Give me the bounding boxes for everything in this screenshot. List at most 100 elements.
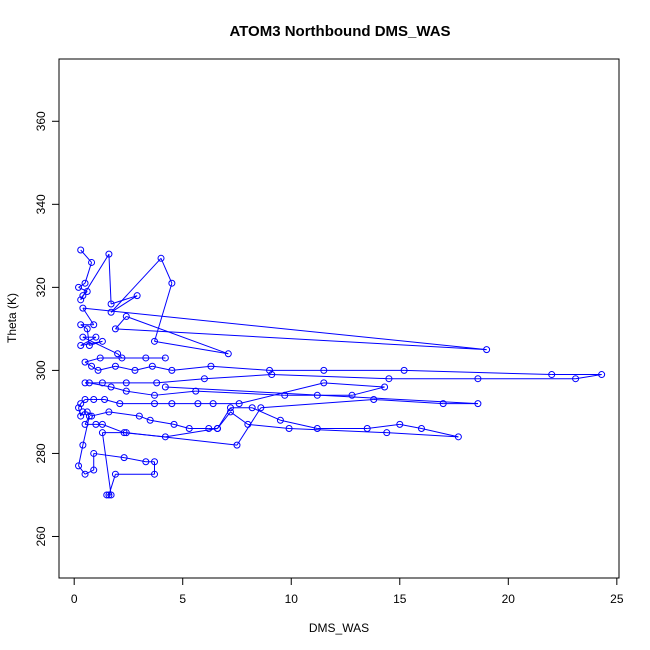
data-point — [135, 412, 143, 420]
data-point — [268, 371, 276, 379]
x-tick-label: 0 — [71, 592, 78, 606]
series-line-segment — [154, 390, 196, 396]
data-point — [151, 470, 159, 478]
data-point — [92, 420, 100, 428]
data-point — [348, 391, 356, 399]
series-line-segment — [126, 390, 155, 396]
data-point — [120, 429, 128, 437]
series-line-segment — [126, 315, 229, 355]
data-point — [88, 362, 96, 370]
data-point — [96, 354, 104, 362]
series-line-segment — [230, 411, 249, 425]
data-point — [385, 375, 393, 383]
series-line-segment — [367, 423, 400, 430]
data-point — [75, 462, 83, 470]
x-tick-label: 10 — [285, 592, 299, 606]
chart-title: ATOM3 Northbound DMS_WAS — [229, 23, 450, 40]
x-tick-label: 25 — [610, 592, 624, 606]
data-point — [142, 354, 150, 362]
series-line-segment — [421, 428, 459, 438]
series-line-segment — [323, 382, 385, 388]
data-point — [439, 400, 447, 408]
data-point — [79, 441, 87, 449]
series-line-segment — [271, 374, 389, 380]
data-point — [209, 400, 217, 408]
series-line-segment — [575, 374, 602, 380]
series-line-segment — [171, 365, 211, 371]
data-point — [168, 400, 176, 408]
data-point — [226, 404, 234, 412]
series-line-segment — [124, 457, 146, 463]
series-line-segment — [399, 423, 422, 430]
series-line-segment — [404, 369, 552, 376]
data-point — [161, 383, 169, 391]
data-point — [90, 449, 98, 457]
series-line-segment — [110, 257, 162, 313]
data-point — [79, 408, 87, 416]
series-line-segment — [165, 428, 218, 438]
data-point — [548, 371, 556, 379]
data-point — [83, 408, 91, 416]
data-point — [81, 379, 89, 387]
data-point — [151, 400, 159, 408]
data-point — [81, 395, 89, 403]
data-point — [77, 246, 85, 254]
series-line-segment — [210, 365, 270, 371]
data-point — [79, 292, 87, 300]
data-point — [572, 375, 580, 383]
series-line-segment — [165, 386, 478, 405]
series-line-segment — [93, 452, 125, 459]
data-point — [285, 425, 293, 433]
series-line-segment — [156, 378, 205, 384]
data-point — [233, 441, 241, 449]
data-point — [85, 379, 93, 387]
series-line-segment — [108, 254, 112, 304]
data-point — [192, 387, 200, 395]
series-line-segment — [78, 445, 84, 466]
data-point — [474, 400, 482, 408]
series-line-segment — [108, 411, 140, 417]
series-line-segment — [260, 398, 374, 409]
data-point — [75, 404, 83, 412]
series-line-segment — [236, 407, 262, 446]
data-point — [120, 454, 128, 462]
data-point — [400, 366, 408, 374]
series-line-segment — [386, 432, 459, 438]
data-point — [105, 250, 113, 258]
x-tick-label: 20 — [502, 592, 516, 606]
series-line-segment — [84, 361, 92, 367]
x-axis-label: DMS_WAS — [309, 621, 369, 635]
data-point — [200, 375, 208, 383]
x-axis: 0 5 10 15 20 25 — [71, 577, 624, 606]
y-axis-label: Theta (K) — [5, 293, 19, 343]
data-point — [103, 491, 111, 499]
data-point — [151, 391, 159, 399]
series-line-segment — [154, 340, 229, 355]
x-tick-label: 15 — [393, 592, 407, 606]
data-point — [75, 283, 83, 291]
series-line-segment — [150, 419, 175, 425]
data-point — [81, 470, 89, 478]
y-tick-label: 280 — [34, 443, 48, 463]
series-line-segment — [160, 258, 173, 284]
series-line-segment — [78, 282, 86, 288]
data-point — [107, 383, 115, 391]
data-point — [226, 408, 234, 416]
series-line-segment — [91, 365, 99, 371]
data-point — [185, 425, 193, 433]
y-axis: 260 280 300 320 340 360 — [34, 111, 60, 546]
data-point — [381, 383, 389, 391]
data-point — [370, 395, 378, 403]
x-tick-label: 5 — [179, 592, 186, 606]
data-point — [81, 358, 89, 366]
series-line-segment — [204, 374, 272, 380]
data-point — [111, 470, 119, 478]
data-point — [90, 395, 98, 403]
y-tick-label: 260 — [34, 526, 48, 546]
data-point — [142, 458, 150, 466]
series-points — [75, 246, 606, 499]
series-line-segment — [84, 469, 94, 475]
data-point — [111, 362, 119, 370]
data-point — [151, 458, 159, 466]
